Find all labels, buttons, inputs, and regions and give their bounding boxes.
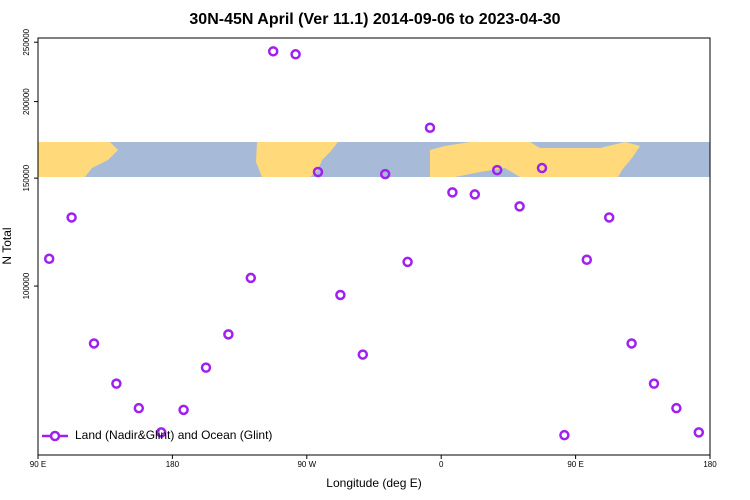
data-point	[671, 402, 682, 414]
data-point	[43, 253, 55, 265]
data-point	[66, 212, 77, 223]
data-point	[379, 168, 391, 180]
data-point	[223, 329, 234, 340]
legend-label: Land (Nadir&Glint) and Ocean (Glint)	[75, 428, 272, 442]
data-point	[447, 187, 458, 198]
data-point	[491, 164, 503, 176]
data-point	[581, 254, 593, 265]
data-point	[693, 427, 705, 438]
y-tick-label: 250000	[22, 28, 31, 55]
x-tick-label: 0	[439, 460, 444, 469]
data-point	[335, 289, 346, 301]
y-tick-label: 100000	[22, 272, 31, 299]
data-point	[200, 362, 212, 373]
legend-marker	[49, 430, 61, 442]
data-point	[245, 272, 257, 284]
chart-title: 30N-45N April (Ver 11.1) 2014-09-06 to 2…	[189, 11, 560, 28]
x-tick-label: 180	[703, 460, 717, 469]
x-tick-label: 90 W	[297, 460, 316, 469]
world-map-strip	[38, 142, 710, 177]
data-point	[514, 201, 525, 212]
x-axis-label: Longitude (deg E)	[326, 476, 421, 490]
data-point	[88, 338, 100, 349]
data-point	[357, 349, 369, 360]
x-tick-label: 90 E	[567, 460, 583, 469]
data-point	[402, 256, 413, 268]
data-point	[626, 338, 637, 349]
data-point	[603, 212, 615, 223]
data-point	[155, 427, 167, 438]
data-point	[133, 402, 145, 414]
data-point	[111, 378, 122, 389]
data-point	[290, 49, 301, 60]
y-axis-label: N Total	[0, 227, 14, 264]
plot-frame	[37, 37, 711, 456]
y-tick-label: 200000	[22, 88, 31, 115]
x-tick-label: 180	[166, 460, 180, 469]
data-point	[312, 166, 324, 178]
y-tick-label: 150000	[22, 164, 31, 191]
data-point	[267, 46, 279, 57]
data-point	[178, 404, 189, 416]
data-point	[648, 378, 660, 389]
data-point	[424, 122, 436, 133]
data-point	[469, 189, 481, 200]
x-tick-label: 90 E	[30, 460, 46, 469]
data-point	[559, 429, 570, 441]
data-point	[536, 162, 548, 174]
